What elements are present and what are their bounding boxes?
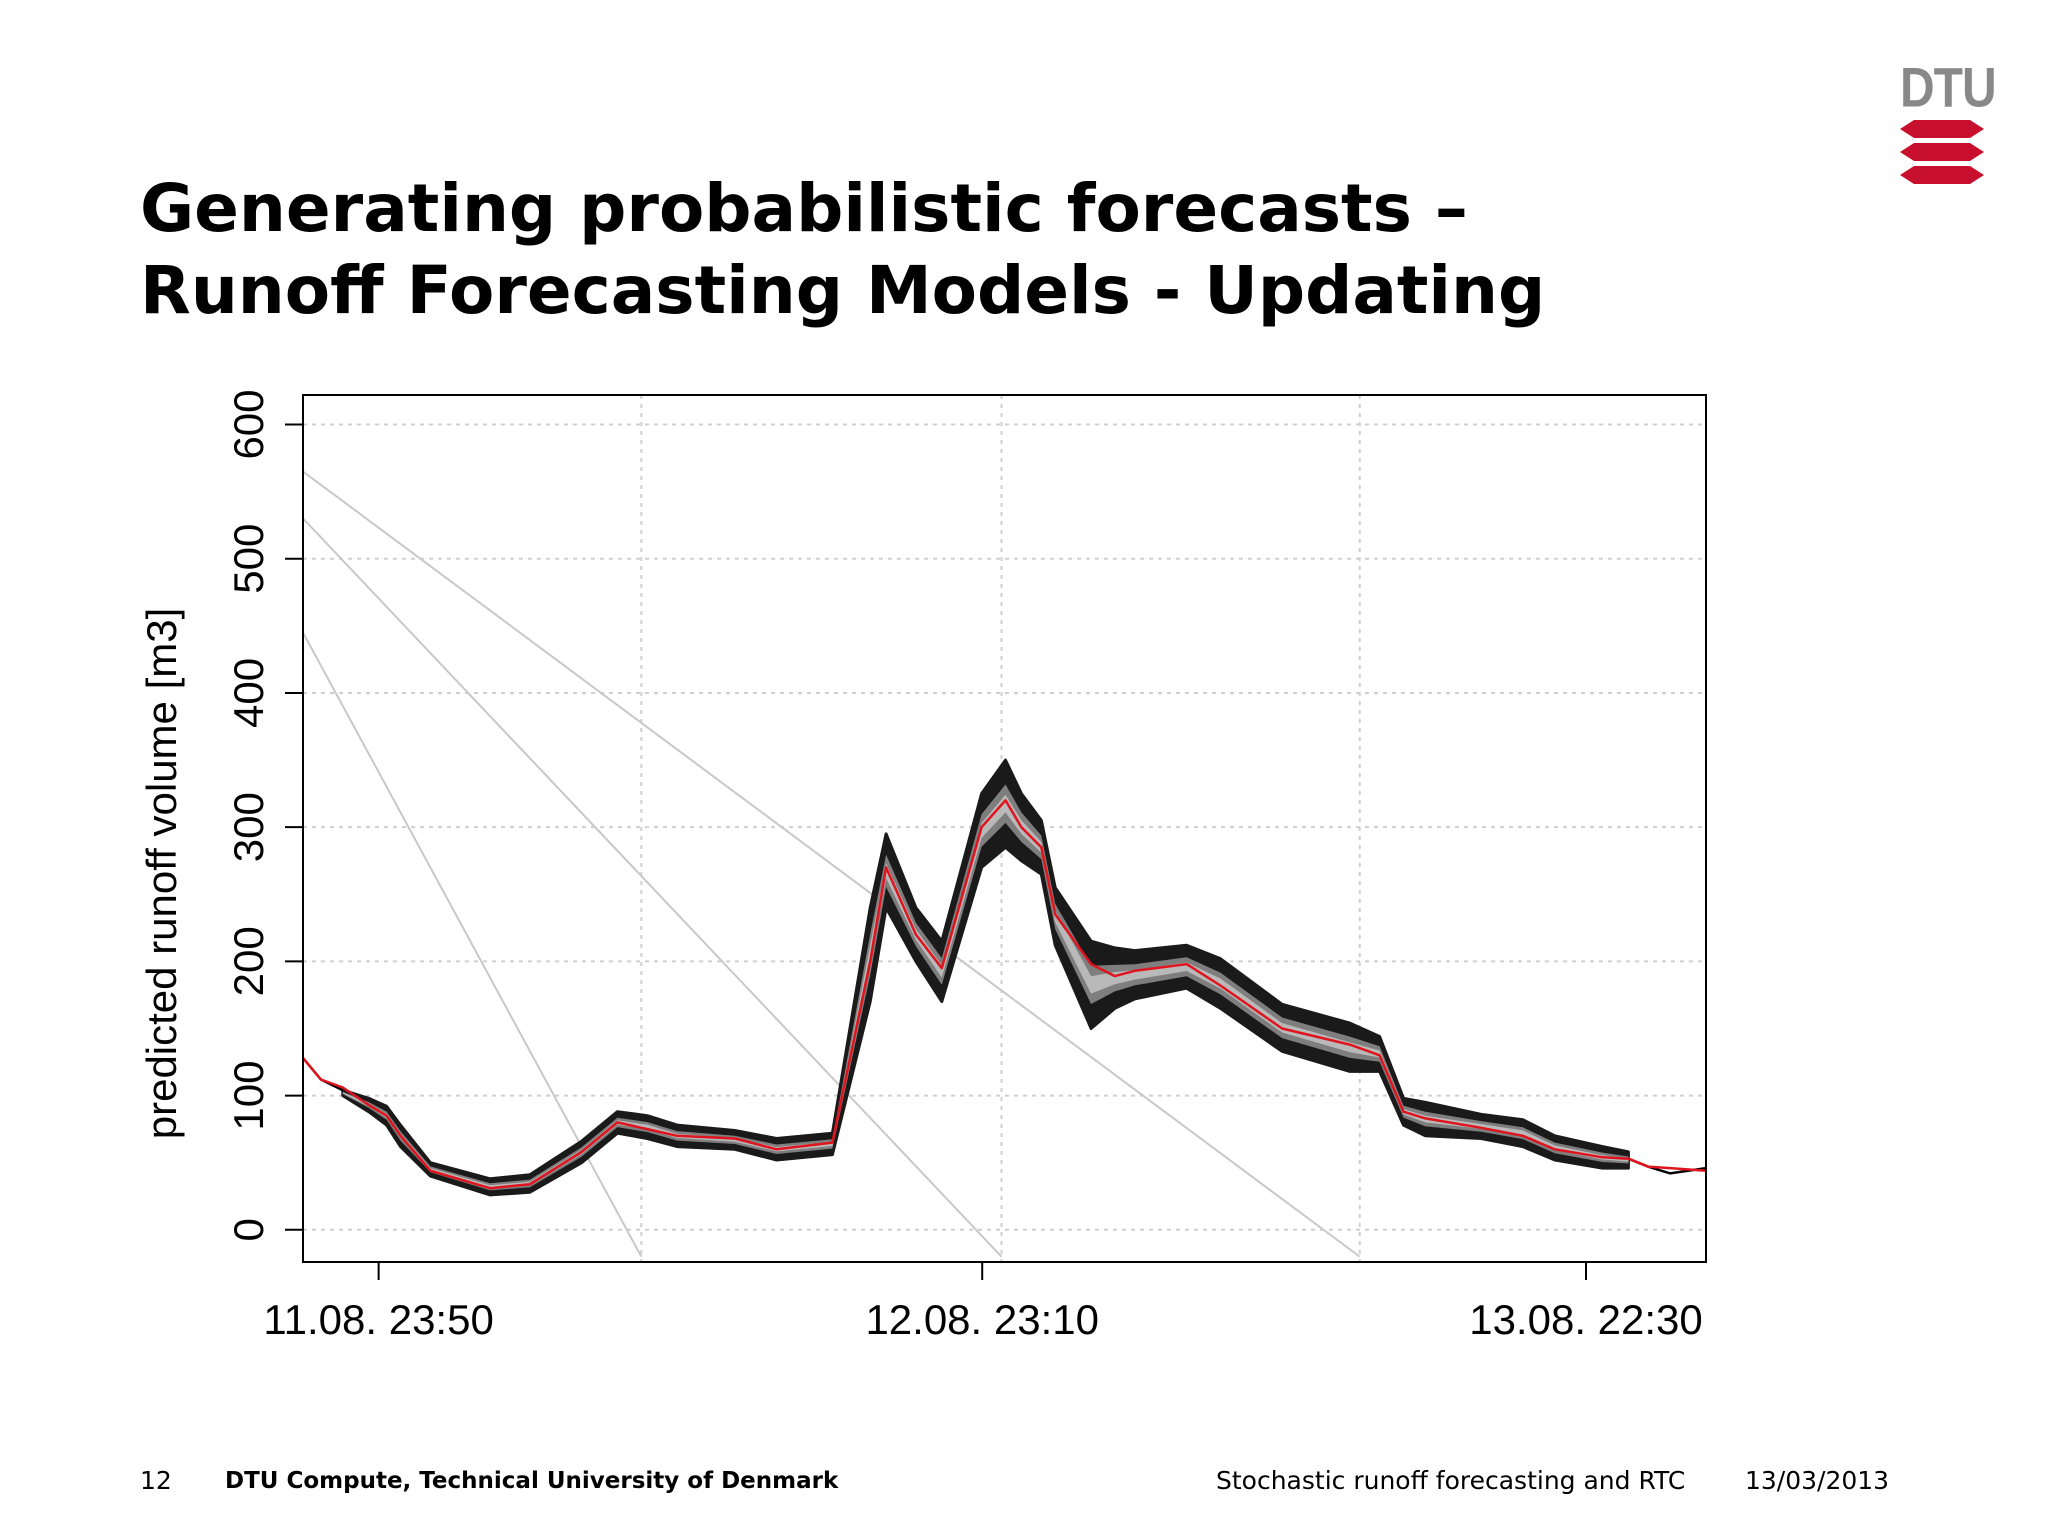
title-line-2: Runoff Forecasting Models - Updating: [140, 252, 1546, 329]
observed-line-end: [1627, 1157, 1707, 1175]
plot-frame: [302, 394, 1707, 1263]
title-line-1: Generating probabilistic forecasts –: [140, 170, 1468, 247]
slide-title: Generating probabilistic forecasts – Run…: [140, 168, 1840, 332]
forecast-band-outer: [341, 758, 1630, 1197]
logo-waves-icon: [1900, 120, 1984, 184]
logo-text: DTU: [1900, 58, 1997, 119]
y-tick-label-100: 100: [225, 1061, 272, 1131]
y-tick-label-500: 500: [225, 524, 272, 594]
diagonal-line-3: [303, 470, 1361, 1258]
y-tick-label-300: 300: [225, 792, 272, 862]
forecast-median-line: [302, 799, 1707, 1190]
y-tick-label-200: 200: [225, 926, 272, 996]
logo-wave-2: [1900, 143, 1984, 161]
page-number: 12: [140, 1466, 172, 1495]
x-tick-label-1: 12.08. 23:10: [865, 1296, 1099, 1343]
logo-wave-3: [1900, 166, 1984, 184]
footer-topic: Stochastic runoff forecasting and RTC: [1216, 1466, 1686, 1495]
y-axis-label: predicted runoff volume [m3]: [138, 608, 185, 1140]
logo-wave-1: [1900, 120, 1984, 138]
x-tick-label-0: 11.08. 23:50: [263, 1296, 493, 1343]
dtu-logo: DTU: [1900, 58, 1997, 188]
y-tick-label-0: 0: [225, 1218, 272, 1241]
footer-date: 13/03/2013: [1745, 1466, 1890, 1495]
y-tick-label-400: 400: [225, 658, 272, 728]
footer-organization: DTU Compute, Technical University of Den…: [225, 1468, 839, 1494]
x-tick-label-2: 13.08. 22:30: [1469, 1296, 1703, 1343]
diagonal-line-1: [303, 632, 643, 1258]
diagonal-line-2: [303, 517, 1003, 1258]
y-tick-label-600: 600: [225, 389, 272, 459]
